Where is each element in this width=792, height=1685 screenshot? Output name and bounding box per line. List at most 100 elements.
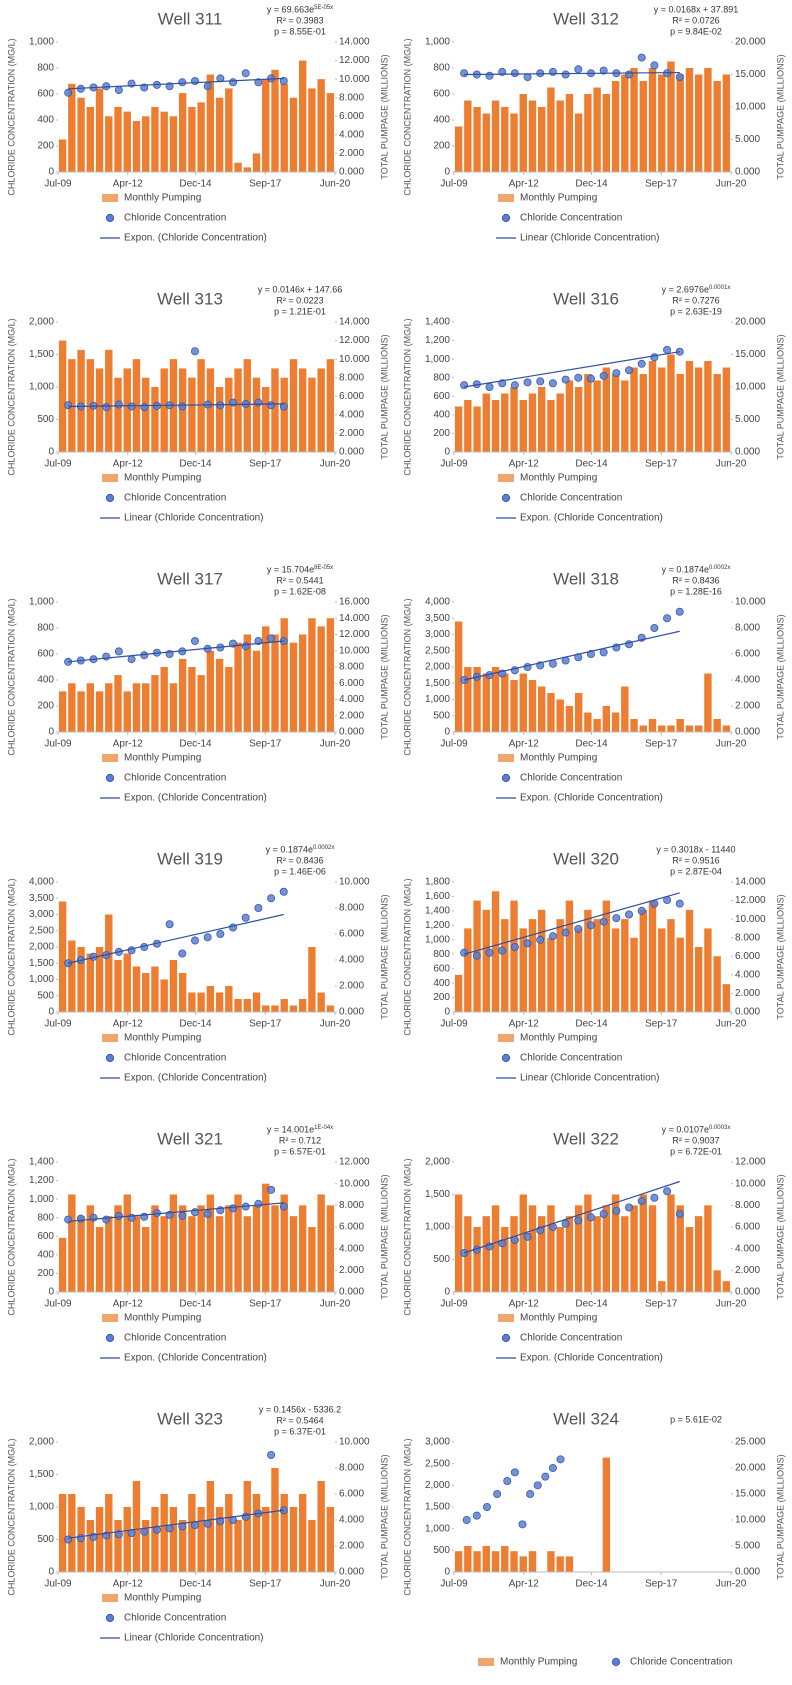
bar [528, 393, 537, 452]
x-tick-label: Jun-20 [320, 179, 351, 190]
legend-swatch [105, 773, 115, 783]
point [510, 1468, 519, 1477]
point [510, 381, 519, 390]
y2-tick-label: 2.000 [339, 428, 364, 439]
bar [86, 1205, 95, 1292]
bar [68, 1194, 76, 1292]
y2-tick-label: 10.000 [339, 74, 370, 85]
bar [648, 900, 657, 1012]
legend-label: Linear (Chloride Concentration) [520, 1073, 660, 1084]
point [625, 910, 634, 919]
legend-label: Chloride Concentration [520, 1053, 622, 1064]
bar [114, 960, 122, 1012]
bar [538, 686, 546, 732]
bar [704, 673, 712, 732]
p-value: p = 2.87E-04 [670, 866, 722, 876]
bar [114, 1205, 122, 1292]
legend-swatch [102, 754, 118, 762]
y2-tick-label: 10.000 [735, 914, 766, 925]
y2-tick-label: 10.000 [339, 1178, 370, 1189]
point [556, 1455, 565, 1464]
x-tick-label: Apr-12 [509, 1579, 539, 1590]
bar [289, 1216, 298, 1292]
y2-tick-label: 0.000 [735, 1567, 760, 1578]
x-tick-label: Sep-17 [249, 1299, 282, 1310]
y2-tick-label: 20.000 [735, 1463, 766, 1474]
bar [519, 673, 527, 732]
bar [289, 97, 298, 172]
bar [565, 1216, 574, 1292]
bar [639, 909, 647, 1012]
point [460, 676, 469, 685]
bar [639, 1194, 647, 1292]
y-tick-label: 600 [433, 391, 450, 402]
p-value: p = 6.72E-01 [670, 1146, 722, 1156]
bar [188, 667, 196, 732]
y2-tick-label: 6.000 [339, 678, 364, 689]
bar [95, 88, 104, 172]
point [518, 1520, 527, 1529]
bar [298, 1205, 307, 1292]
y2-tick-label: 0.000 [735, 447, 760, 458]
bar [215, 387, 224, 452]
bar [667, 919, 675, 1012]
point [503, 1477, 512, 1486]
point [267, 401, 276, 410]
legend-label: Expon. (Chloride Concentration) [124, 1353, 267, 1364]
fit-equation: y = 2.6976e0.0001x [662, 284, 731, 294]
y-tick-label: 0 [444, 447, 450, 458]
bar [142, 116, 150, 172]
y-tick-label: 1,000 [425, 37, 450, 48]
legend-label: Monthly Pumping [520, 753, 597, 764]
bar [132, 1481, 141, 1572]
legend-swatch [102, 194, 118, 202]
bar [501, 1546, 509, 1572]
bar [556, 699, 564, 732]
bar [58, 340, 67, 452]
bar [151, 107, 159, 172]
bar [178, 1520, 187, 1572]
y-tick-label: 1,400 [29, 1157, 54, 1168]
bar [262, 626, 270, 732]
x-tick-label: Jun-20 [320, 1299, 351, 1310]
bar [648, 719, 657, 732]
bar [538, 387, 546, 452]
bar [556, 100, 564, 172]
bar [225, 88, 233, 172]
bar [482, 113, 491, 172]
point [203, 1519, 212, 1528]
legend-label: Chloride Concentration [124, 213, 226, 224]
bar [528, 680, 537, 732]
bar [188, 1494, 196, 1572]
y2-tick-label: 2.000 [339, 710, 364, 721]
y2-tick-label: 12.000 [339, 55, 370, 66]
point [140, 403, 149, 412]
chart-title: Well 322 [553, 1129, 619, 1148]
fit-exponent: 1E-04x [314, 1125, 333, 1131]
point [650, 1193, 659, 1202]
legend-label: Linear (Chloride Concentration) [124, 1633, 264, 1644]
legend-swatch [611, 1657, 621, 1667]
y2-axis-title: TOTAL PUMPAGE (MILLIONS) [379, 334, 389, 459]
bar [58, 901, 67, 1012]
chart-panel: Well 323 y = 0.1456x - 5336.2R² = 0.5464p… [6, 1404, 389, 1643]
y-tick-label: 500 [433, 1254, 450, 1265]
bar [114, 1520, 122, 1572]
point [625, 1203, 634, 1212]
bar [556, 1227, 564, 1292]
y2-tick-label: 16.000 [339, 597, 370, 608]
bar [326, 618, 335, 732]
y-tick-label: 1,200 [425, 335, 450, 346]
x-tick-label: Apr-12 [113, 1299, 143, 1310]
bar [169, 683, 178, 732]
bar [197, 1507, 205, 1572]
r-squared: R² = 0.0223 [276, 295, 323, 305]
x-tick-label: Sep-17 [249, 1019, 282, 1030]
bar [658, 725, 666, 732]
bar [454, 1194, 463, 1292]
bar [602, 367, 611, 452]
y-tick-label: 1,200 [29, 1175, 54, 1186]
